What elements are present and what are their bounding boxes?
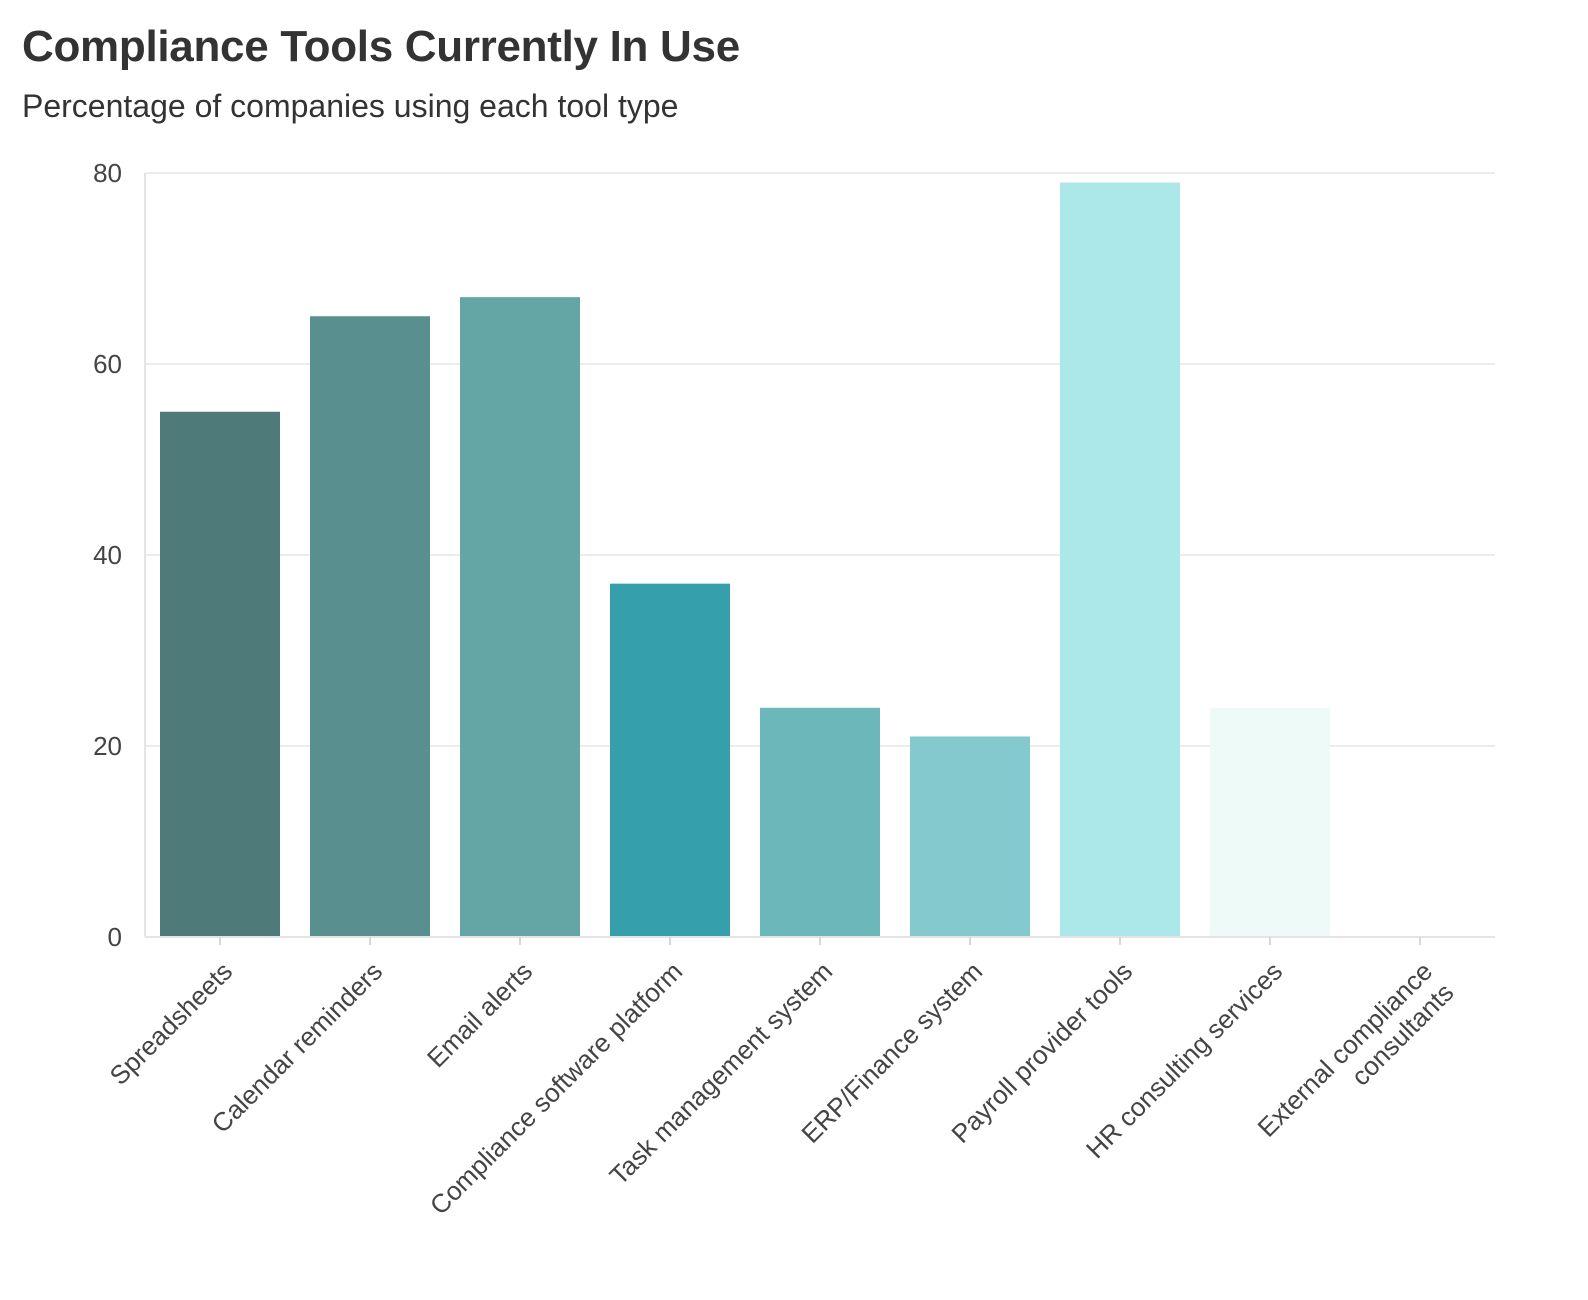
bar	[610, 583, 730, 937]
bar	[1060, 182, 1180, 938]
x-category-label: Spreadsheets	[104, 956, 239, 1091]
x-category-label: Compliance software platform	[424, 956, 688, 1220]
y-tick-label: 80	[93, 158, 122, 188]
bar	[1210, 707, 1330, 937]
y-tick-label: 0	[108, 922, 122, 952]
x-category-label-line: Spreadsheets	[104, 956, 239, 1091]
x-category-label: Email alerts	[421, 956, 538, 1073]
bar	[910, 736, 1030, 937]
y-tick-label: 40	[93, 540, 122, 570]
chart-title: Compliance Tools Currently In Use	[22, 22, 740, 71]
x-category-label-line: Calendar reminders	[206, 956, 389, 1139]
bar	[760, 707, 880, 937]
bar	[160, 411, 280, 937]
x-category-label-line: Email alerts	[421, 956, 538, 1073]
x-category-label: Calendar reminders	[206, 956, 389, 1139]
bar	[310, 316, 430, 937]
x-category-label-line: Compliance software platform	[424, 956, 688, 1220]
y-tick-label: 20	[93, 731, 122, 761]
x-category-label: External complianceconsultants	[1251, 956, 1459, 1164]
bar	[460, 297, 580, 937]
y-tick-label: 60	[93, 349, 122, 379]
chart-subtitle: Percentage of companies using each tool …	[22, 88, 679, 124]
